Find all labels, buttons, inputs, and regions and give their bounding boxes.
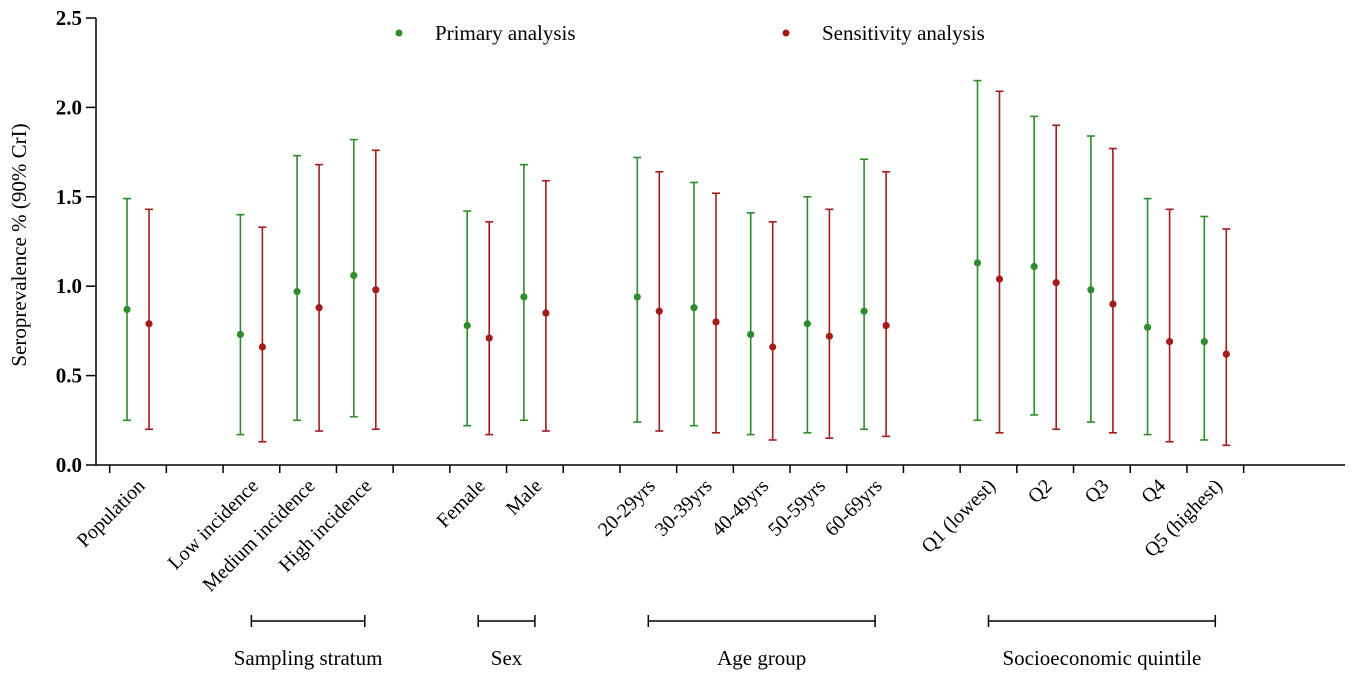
point-sensitivity-6 — [655, 307, 663, 315]
legend-marker-sensitivity — [782, 29, 790, 37]
point-sensitivity-1 — [258, 343, 266, 351]
x-tick-label-14: Q4 — [1137, 475, 1170, 508]
x-tick-label-10: 60-69yrs — [821, 475, 887, 541]
point-primary-4 — [463, 321, 471, 330]
axes — [95, 18, 1345, 466]
y-tick-label-2: 1.0 — [56, 274, 82, 298]
point-sensitivity-8 — [769, 343, 777, 351]
point-primary-5 — [520, 293, 528, 301]
group-label-2: Age group — [717, 646, 806, 670]
group-label-1: Sex — [491, 646, 523, 670]
legend-label-primary: Primary analysis — [435, 21, 576, 45]
point-primary-11 — [973, 259, 982, 267]
y-tick-label-4: 2.0 — [56, 95, 82, 119]
point-sensitivity-10 — [882, 321, 890, 330]
y-axis-title: Seroprevalence % (90% CrI) — [7, 123, 31, 366]
point-primary-10 — [860, 307, 868, 315]
point-primary-2 — [293, 287, 301, 296]
point-primary-0 — [123, 305, 131, 314]
point-sensitivity-2 — [315, 304, 323, 312]
x-tick-label-7: 30-39yrs — [651, 475, 717, 541]
point-primary-1 — [236, 330, 244, 339]
y-tick-label-0: 0.0 — [56, 453, 82, 477]
x-ticks — [108, 465, 1245, 473]
x-tick-label-12: Q2 — [1024, 475, 1057, 508]
point-sensitivity-14 — [1166, 338, 1174, 346]
x-tick-label-6: 20-29yrs — [594, 475, 660, 541]
group-brackets: Sampling stratum Sex Age group Socioeconomi… — [234, 615, 1217, 670]
x-tick-label-0: Population — [73, 475, 150, 552]
x-tick-label-8: 40-49yrs — [707, 475, 773, 541]
group-label-0: Sampling stratum — [234, 646, 383, 670]
point-sensitivity-11 — [995, 275, 1004, 283]
legend: Primary analysis Sensitivity analysis — [395, 21, 985, 45]
y-tick-label-1: 0.5 — [56, 364, 82, 388]
y-tick-label-5: 2.5 — [56, 6, 82, 30]
x-tick-label-9: 50-59yrs — [764, 475, 830, 541]
y-ticks: 0.0 0.5 1.0 1.5 2.0 2.5 — [56, 6, 96, 477]
x-tick-label-13: Q3 — [1081, 475, 1114, 508]
point-primary-7 — [690, 304, 698, 312]
point-primary-14 — [1144, 323, 1152, 331]
point-primary-12 — [1030, 262, 1038, 271]
point-sensitivity-12 — [1052, 279, 1060, 287]
point-primary-13 — [1087, 286, 1095, 294]
point-sensitivity-3 — [372, 286, 380, 294]
point-primary-8 — [747, 330, 755, 339]
x-tick-label-5: Male — [502, 475, 547, 520]
point-sensitivity-4 — [485, 334, 493, 342]
point-primary-6 — [633, 293, 641, 301]
legend-label-sensitivity: Sensitivity analysis — [822, 21, 985, 45]
point-sensitivity-0 — [145, 320, 153, 328]
x-tick-label-11: Q1 (lowest) — [917, 475, 1000, 558]
point-sensitivity-15 — [1222, 350, 1230, 358]
point-sensitivity-5 — [542, 309, 550, 317]
y-tick-label-3: 1.5 — [56, 185, 82, 209]
point-primary-9 — [803, 320, 812, 328]
x-tick-label-4: Female — [433, 475, 490, 532]
point-sensitivity-7 — [712, 318, 720, 326]
error-bars — [123, 79, 1231, 447]
point-sensitivity-9 — [825, 332, 834, 340]
point-primary-3 — [350, 271, 358, 280]
legend-marker-primary — [395, 29, 403, 37]
group-label-3: Socioeconomic quintile — [1002, 646, 1201, 670]
point-primary-15 — [1200, 338, 1208, 346]
point-sensitivity-13 — [1109, 300, 1117, 308]
